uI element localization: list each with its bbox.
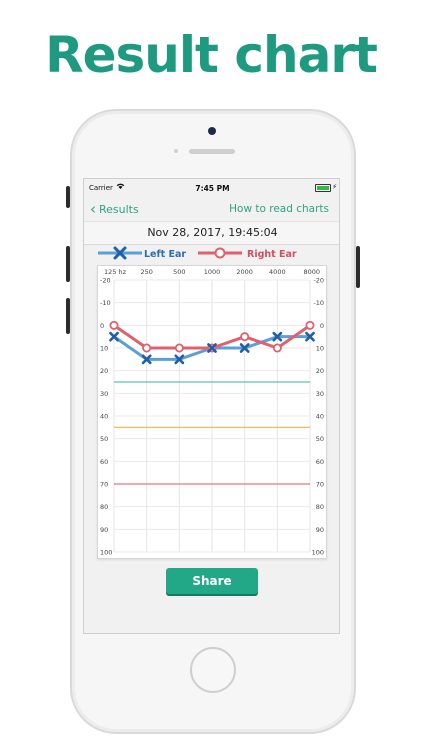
y-tick-label-left: 90 xyxy=(100,526,108,534)
y-tick-label-right: 0 xyxy=(320,322,324,330)
right-ear-point xyxy=(240,332,250,342)
legend-right-ear-label: Right Ear xyxy=(247,249,297,260)
left-ear-point xyxy=(141,354,152,365)
right-ear-point xyxy=(109,320,119,330)
x-tick-label: 125 hz xyxy=(104,268,127,276)
y-tick-label-right: -20 xyxy=(313,277,324,285)
left-ear-point xyxy=(272,331,283,342)
charging-bolt-icon: ⚡ xyxy=(332,183,337,191)
y-tick-label-right: 30 xyxy=(316,390,324,398)
x-tick-label: 250 xyxy=(140,268,152,276)
camera-icon xyxy=(208,127,216,135)
y-tick-label-left: 0 xyxy=(100,322,104,330)
y-tick-label-right: 40 xyxy=(316,413,324,421)
x-tick-label: 4000 xyxy=(269,268,286,276)
volume-down-button xyxy=(66,298,70,334)
y-tick-label-left: 50 xyxy=(100,435,108,443)
right-ear-legend-icon xyxy=(198,247,242,259)
right-ear-point xyxy=(272,343,282,353)
y-tick-label-left: 60 xyxy=(100,458,108,466)
status-time: 7:45 PM xyxy=(195,184,230,193)
y-tick-label-left: 10 xyxy=(100,345,108,353)
x-tick-label: 1000 xyxy=(204,268,221,276)
how-to-read-charts-link[interactable]: How to read charts xyxy=(229,203,329,215)
left-ear-point xyxy=(109,331,119,342)
legend-left-ear-label: Left Ear xyxy=(144,249,187,260)
power-button xyxy=(356,246,360,288)
left-ear-point xyxy=(207,343,217,353)
y-tick-label-left: -10 xyxy=(100,299,111,307)
y-tick-label-left: 40 xyxy=(100,413,108,421)
y-tick-label-right: 10 xyxy=(316,345,324,353)
y-tick-label-right: 50 xyxy=(316,435,324,443)
status-bar: Carrier 7:45 PM ⚡ xyxy=(84,179,339,197)
home-button[interactable] xyxy=(190,647,236,693)
left-ear-point xyxy=(239,343,250,353)
back-button[interactable]: ‹ Results xyxy=(90,200,139,218)
mute-switch xyxy=(66,186,70,208)
y-tick-label-right: 80 xyxy=(316,503,324,511)
y-tick-label-right: 60 xyxy=(316,458,324,466)
y-tick-label-left: 70 xyxy=(100,481,108,489)
carrier-label: Carrier xyxy=(89,184,113,192)
nav-bar: ‹ Results How to read charts xyxy=(84,197,339,223)
screen: Carrier 7:45 PM ⚡ ‹ Results How to read … xyxy=(83,178,340,634)
y-tick-label-left: -20 xyxy=(100,277,111,285)
chevron-left-icon: ‹ xyxy=(90,200,96,218)
right-ear-point xyxy=(142,343,152,353)
x-tick-label: 2000 xyxy=(236,268,253,276)
back-label: Results xyxy=(99,203,139,216)
audiogram-svg: -20 -20 -10 -10 0 0 10 10 20 20 30 30 40 40 50 50 60 60 70… xyxy=(100,268,324,557)
y-tick-label-right: 20 xyxy=(316,367,324,375)
y-tick-label-right: -10 xyxy=(313,299,324,307)
y-tick-label-right: 100 xyxy=(312,549,324,557)
left-ear-legend-icon xyxy=(98,246,142,260)
left-ear-point xyxy=(305,331,315,342)
sensor-icon xyxy=(174,149,178,153)
share-button[interactable]: Share xyxy=(166,568,258,594)
left-ear-point xyxy=(174,354,185,365)
volume-up-button xyxy=(66,246,70,282)
speaker-grille xyxy=(189,149,235,154)
x-tick-label: 500 xyxy=(173,268,185,276)
audiogram-chart: -20 -20 -10 -10 0 0 10 10 20 20 30 30 40 40 50 50 60 60 70… xyxy=(97,265,327,559)
x-tick-label: 8000 xyxy=(303,268,320,276)
y-tick-label-left: 30 xyxy=(100,390,108,398)
battery-icon xyxy=(315,184,331,192)
y-tick-label-right: 90 xyxy=(316,526,324,534)
right-ear-point xyxy=(174,343,184,353)
wifi-icon xyxy=(116,183,125,189)
legend: Left Ear Right Ear xyxy=(84,245,339,263)
date-header: Nov 28, 2017, 19:45:04 xyxy=(84,221,339,245)
y-tick-label-left: 80 xyxy=(100,503,108,511)
y-tick-label-right: 70 xyxy=(316,481,324,489)
y-tick-label-left: 100 xyxy=(100,549,112,557)
y-tick-label-left: 20 xyxy=(100,367,108,375)
headline: Result chart xyxy=(45,26,378,84)
right-ear-point xyxy=(305,320,315,330)
